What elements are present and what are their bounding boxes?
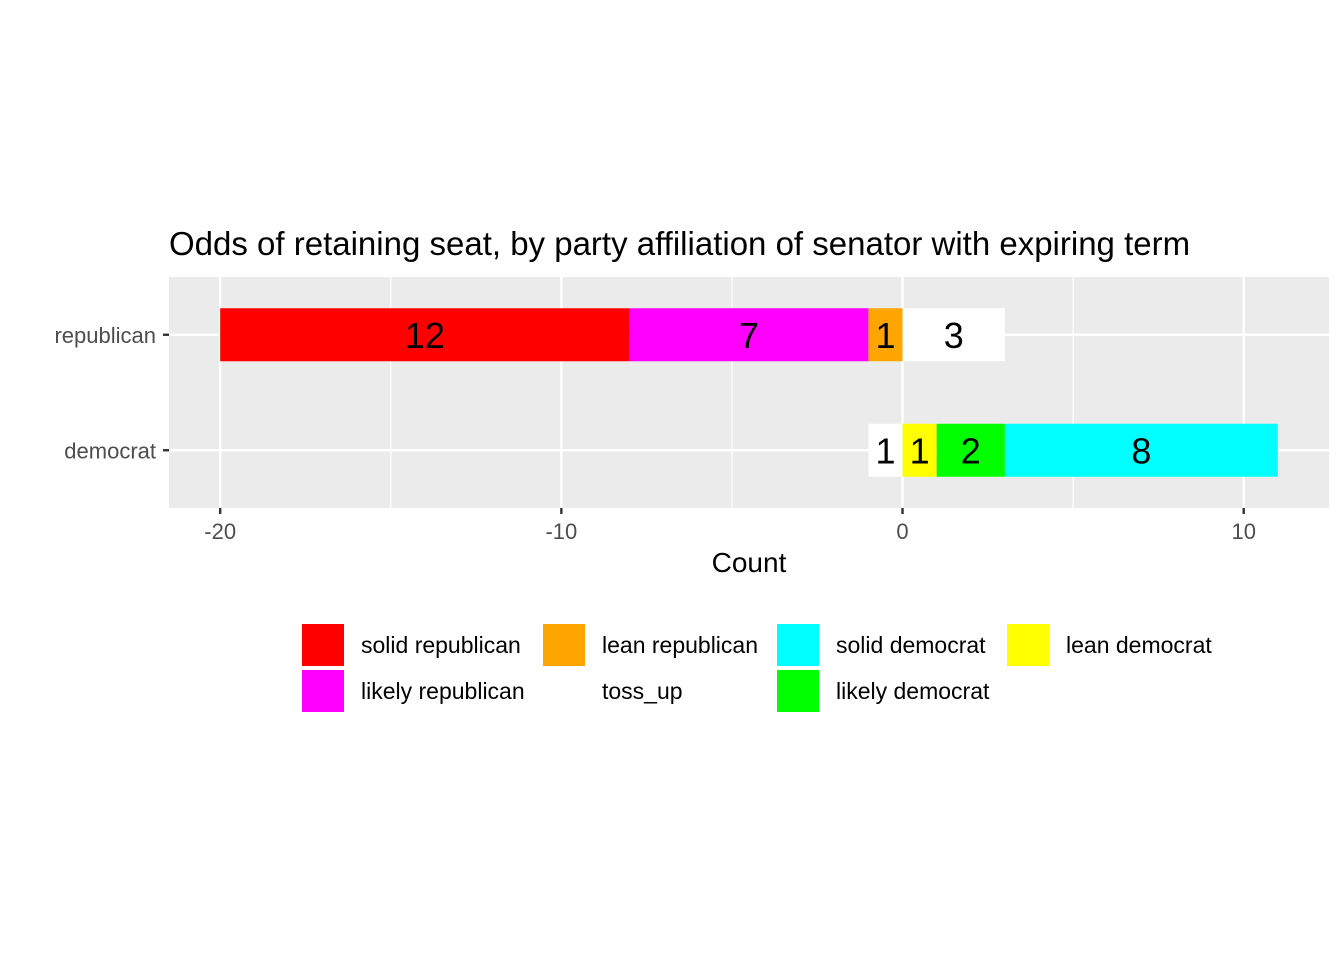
- legend-item: solid republican: [302, 622, 543, 668]
- bar-lean-democrat-democrat: [902, 423, 937, 477]
- x-axis-title: Count: [712, 547, 787, 578]
- legend-swatch: [302, 624, 344, 666]
- x-tick-label: -10: [545, 519, 577, 544]
- legend-label: solid republican: [361, 631, 521, 658]
- bar-label-toss-up-democrat: 1: [875, 430, 895, 471]
- chart-title: Odds of retaining seat, by party affilia…: [169, 225, 1190, 262]
- legend-swatch: [543, 624, 585, 666]
- legend-label: solid democrat: [836, 631, 986, 658]
- bar-likely-republican-republican: [629, 308, 869, 362]
- legend-label: likely democrat: [836, 677, 990, 704]
- bar-solid-democrat-democrat: [1004, 423, 1278, 477]
- legend-item: lean republican: [543, 622, 777, 668]
- x-axis: -20 -10 0 10: [204, 508, 1256, 544]
- legend-item: toss_up: [543, 668, 777, 714]
- legend-item: solid democrat: [777, 622, 1007, 668]
- y-tick-label-democrat: democrat: [64, 438, 156, 463]
- legend-label: likely republican: [361, 677, 525, 704]
- legend-label: lean democrat: [1066, 631, 1212, 658]
- legend: solid republican likely republican lean re…: [302, 622, 1247, 714]
- legend-item: lean democrat: [1007, 622, 1247, 668]
- bar-lean-republican-republican: [868, 308, 903, 362]
- bar-label-lean-democrat-democrat: 1: [910, 430, 930, 471]
- y-tick-label-republican: republican: [54, 323, 156, 348]
- bar-label-solid-republican-republican: 12: [405, 315, 445, 356]
- y-axis: republican democrat: [54, 323, 169, 463]
- bar-toss-up-democrat: [868, 423, 903, 477]
- legend-swatch: [543, 670, 585, 712]
- x-tick-label: 10: [1231, 519, 1255, 544]
- legend-item: likely republican: [302, 668, 543, 714]
- legend-swatch: [777, 670, 819, 712]
- legend-label: lean republican: [602, 631, 759, 658]
- legend-label: toss_up: [602, 677, 683, 704]
- bar-label-likely-democrat-democrat: 2: [961, 430, 981, 471]
- bar-label-solid-democrat-democrat: 8: [1131, 430, 1151, 471]
- bar-label-lean-republican-republican: 1: [875, 315, 895, 356]
- bar-solid-republican-republican: [220, 308, 630, 362]
- legend-swatch: [777, 624, 819, 666]
- bar-label-toss-up-republican: 3: [944, 315, 964, 356]
- legend-swatch: [1007, 624, 1049, 666]
- bars: [220, 308, 1278, 477]
- bar-toss-up-republican: [902, 308, 1005, 362]
- bar-likely-democrat-democrat: [936, 423, 1005, 477]
- bar-label-likely-republican-republican: 7: [739, 315, 759, 356]
- legend-swatch: [302, 670, 344, 712]
- x-tick-label: 0: [896, 519, 908, 544]
- x-tick-label: -20: [204, 519, 236, 544]
- bar-labels: 12 7 1 31 1 2 8: [405, 315, 1152, 472]
- legend-item: likely democrat: [777, 668, 1007, 714]
